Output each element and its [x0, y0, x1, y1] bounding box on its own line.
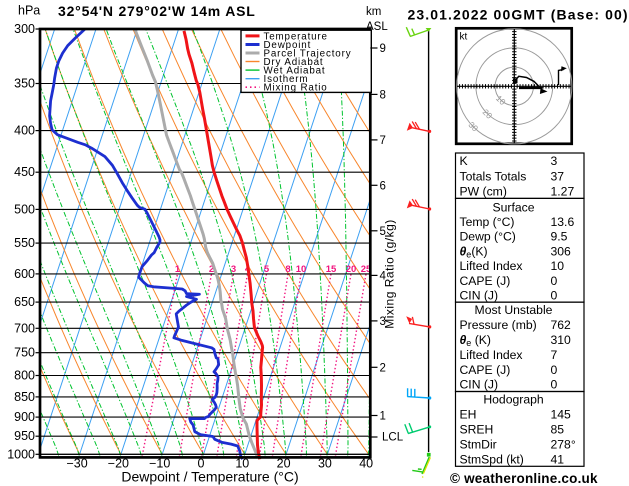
svg-text:Mixing Ratio: Mixing Ratio	[264, 83, 328, 94]
svg-text:13.6: 13.6	[551, 215, 575, 229]
svg-text:Parcel Trajectory: Parcel Trajectory	[264, 48, 352, 59]
svg-text:CIN (J): CIN (J)	[460, 378, 499, 392]
svg-text:Mixing Ratio (g/kg): Mixing Ratio (g/kg)	[383, 219, 397, 329]
svg-text:Dewpoint: Dewpoint	[264, 40, 312, 51]
svg-text:600: 600	[14, 267, 35, 281]
svg-text:1.27: 1.27	[551, 184, 575, 198]
svg-text:310: 310	[551, 333, 572, 347]
svg-text:1: 1	[380, 411, 386, 423]
svg-text:10: 10	[235, 457, 249, 471]
svg-text:3: 3	[231, 264, 236, 275]
svg-text:4: 4	[380, 270, 387, 282]
svg-text:25: 25	[361, 264, 372, 275]
svg-text:CAPE (J): CAPE (J)	[460, 363, 511, 377]
svg-text:7: 7	[551, 348, 558, 362]
svg-text:300: 300	[14, 22, 35, 36]
svg-text:10: 10	[296, 264, 307, 275]
svg-text:0: 0	[198, 457, 205, 471]
svg-text:Pressure (mb): Pressure (mb)	[460, 318, 537, 332]
svg-text:StmDir: StmDir	[460, 438, 497, 452]
svg-text:650: 650	[14, 295, 35, 309]
svg-text:0: 0	[551, 363, 558, 377]
svg-text:550: 550	[14, 236, 35, 250]
svg-text:Lifted Index: Lifted Index	[460, 259, 523, 273]
svg-text:32°54'N 279°02'W 14m ASL: 32°54'N 279°02'W 14m ASL	[58, 3, 256, 19]
svg-text:kt: kt	[460, 32, 468, 43]
svg-text:Temp (°C): Temp (°C)	[460, 215, 515, 229]
svg-text:hPa: hPa	[18, 4, 40, 18]
svg-text:0: 0	[551, 274, 558, 288]
svg-text:CAPE (J): CAPE (J)	[460, 274, 511, 288]
svg-text:−10: −10	[149, 457, 170, 471]
svg-text:9: 9	[380, 43, 386, 55]
svg-text:6: 6	[380, 180, 386, 192]
svg-text:Dewpoint / Temperature (°C): Dewpoint / Temperature (°C)	[121, 469, 298, 485]
svg-text:23.01.2022 00GMT (Base: 00): 23.01.2022 00GMT (Base: 00)	[408, 7, 629, 23]
svg-text:306: 306	[551, 244, 572, 258]
svg-text:9.5: 9.5	[551, 230, 568, 244]
svg-text:Surface: Surface	[492, 200, 534, 214]
svg-text:145: 145	[551, 408, 572, 422]
svg-text:85: 85	[551, 423, 565, 437]
svg-text:800: 800	[14, 369, 35, 383]
svg-text:20: 20	[277, 457, 291, 471]
svg-text:© weatheronline.co.uk: © weatheronline.co.uk	[450, 471, 598, 486]
svg-text:450: 450	[14, 165, 35, 179]
svg-text:Most Unstable: Most Unstable	[475, 303, 553, 317]
svg-text:0: 0	[551, 289, 558, 303]
svg-text:−20: −20	[108, 457, 129, 471]
svg-text:Wet Adiabat: Wet Adiabat	[264, 66, 326, 77]
svg-text:−30: −30	[66, 457, 87, 471]
svg-text:3: 3	[380, 316, 386, 328]
svg-text:StmSpd (kt): StmSpd (kt)	[460, 453, 524, 467]
svg-text:Dewp (°C): Dewp (°C)	[460, 230, 516, 244]
svg-text:θe (K): θe (K)	[460, 333, 491, 348]
svg-text:950: 950	[14, 429, 35, 443]
svg-text:5: 5	[380, 226, 386, 238]
svg-text:Hodograph: Hodograph	[483, 393, 543, 407]
svg-text:EH: EH	[460, 408, 477, 422]
svg-text:30: 30	[318, 457, 332, 471]
svg-text:37: 37	[551, 169, 565, 183]
svg-text:41: 41	[551, 453, 565, 467]
svg-text:762: 762	[551, 318, 572, 332]
svg-text:0: 0	[551, 378, 558, 392]
svg-text:8: 8	[285, 264, 290, 275]
svg-text:Temperature: Temperature	[264, 31, 328, 42]
svg-text:2: 2	[380, 362, 386, 374]
svg-text:20: 20	[346, 264, 357, 275]
svg-text:8: 8	[380, 89, 386, 101]
svg-text:400: 400	[14, 124, 35, 138]
svg-text:K: K	[460, 154, 468, 168]
svg-text:θe(K): θe(K)	[460, 244, 488, 259]
svg-text:km: km	[366, 6, 381, 18]
svg-text:2: 2	[209, 264, 214, 275]
svg-text:Dry Adiabat: Dry Adiabat	[264, 57, 324, 68]
svg-text:PW (cm): PW (cm)	[460, 184, 507, 198]
svg-text:ASL: ASL	[366, 21, 388, 33]
svg-text:1: 1	[175, 264, 181, 275]
svg-text:Isotherm: Isotherm	[264, 74, 309, 85]
svg-text:750: 750	[14, 346, 35, 360]
svg-text:Lifted Index: Lifted Index	[460, 348, 523, 362]
svg-text:CIN (J): CIN (J)	[460, 289, 499, 303]
svg-text:1000: 1000	[7, 447, 35, 461]
svg-text:900: 900	[14, 410, 35, 424]
svg-text:500: 500	[14, 202, 35, 216]
svg-text:850: 850	[14, 390, 35, 404]
svg-text:15: 15	[326, 264, 337, 275]
svg-text:40: 40	[359, 457, 373, 471]
svg-text:350: 350	[14, 77, 35, 91]
svg-text:278°: 278°	[551, 438, 576, 452]
svg-text:700: 700	[14, 321, 35, 335]
svg-text:3: 3	[551, 154, 558, 168]
svg-text:LCL: LCL	[382, 432, 404, 444]
svg-text:Totals Totals: Totals Totals	[460, 169, 527, 183]
svg-text:7: 7	[380, 135, 386, 147]
svg-text:SREH: SREH	[460, 423, 494, 437]
svg-text:5: 5	[264, 264, 270, 275]
svg-text:10: 10	[551, 259, 565, 273]
